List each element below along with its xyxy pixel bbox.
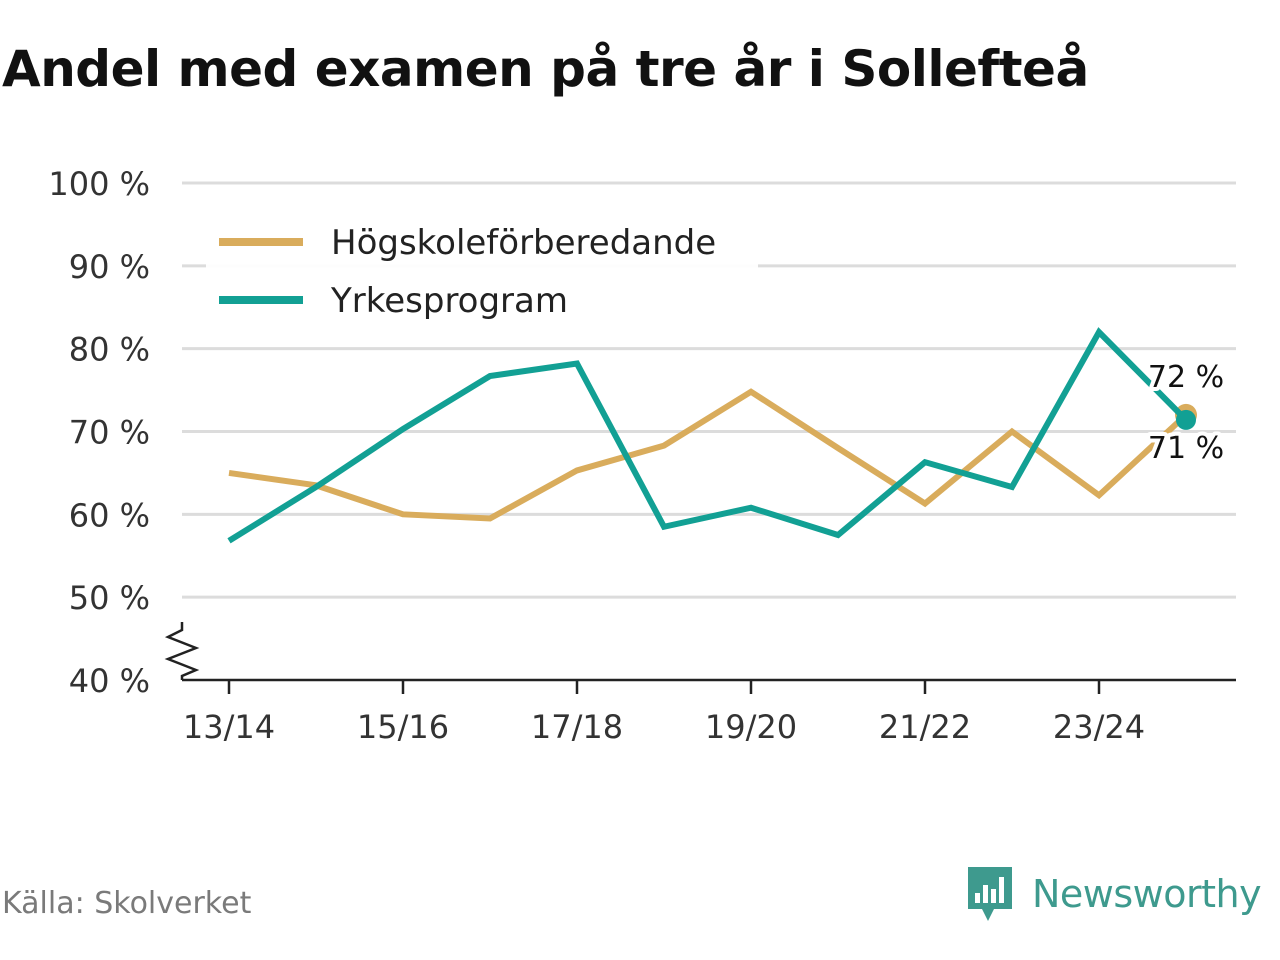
y-tick-label: 80 % bbox=[69, 331, 150, 369]
x-tick-label: 15/16 bbox=[357, 708, 449, 746]
series-line-1 bbox=[228, 388, 1189, 522]
legend: Högskoleförberedande Yrkesprogram bbox=[206, 212, 758, 324]
legend-label: Yrkesprogram bbox=[330, 281, 568, 321]
x-tick-label: 19/20 bbox=[705, 708, 797, 746]
x-tick-label: 21/22 bbox=[879, 708, 971, 746]
y-axis-break-icon bbox=[164, 622, 200, 680]
y-tick-label: 60 % bbox=[69, 496, 150, 534]
end-marker bbox=[1176, 409, 1196, 430]
y-tick-label: 90 % bbox=[69, 248, 150, 286]
legend-label: Högskoleförberedande bbox=[331, 223, 716, 263]
x-tick-label: 13/14 bbox=[183, 708, 275, 746]
brand[interactable]: Newsworthy bbox=[964, 862, 1262, 926]
y-axis: 40 % 50 % 60 % 70 % 80 % 90 % 100 % bbox=[48, 165, 200, 700]
series-line-2 bbox=[227, 327, 1189, 544]
source-text: Källa: Skolverket bbox=[2, 886, 252, 921]
legend-background bbox=[206, 212, 758, 324]
end-labels: 72 % 71 % bbox=[1144, 356, 1228, 470]
series-lines bbox=[227, 327, 1197, 544]
y-tick-label: 70 % bbox=[69, 414, 150, 452]
end-label: 71 % bbox=[1148, 431, 1224, 466]
y-tick-label: 50 % bbox=[69, 579, 150, 617]
y-tick-label: 100 % bbox=[48, 165, 150, 203]
x-tick-label: 23/24 bbox=[1053, 708, 1145, 746]
brand-name: Newsworthy bbox=[1032, 872, 1262, 916]
chart-title: Andel med examen på tre år i Sollefteå bbox=[2, 40, 1089, 98]
x-tick-label: 17/18 bbox=[531, 708, 623, 746]
end-label: 72 % bbox=[1148, 360, 1224, 395]
newsworthy-logo-icon bbox=[968, 867, 1012, 921]
y-tick-label: 40 % bbox=[69, 662, 150, 700]
x-axis: 13/14 15/16 17/18 19/20 21/22 23/24 bbox=[182, 678, 1236, 746]
